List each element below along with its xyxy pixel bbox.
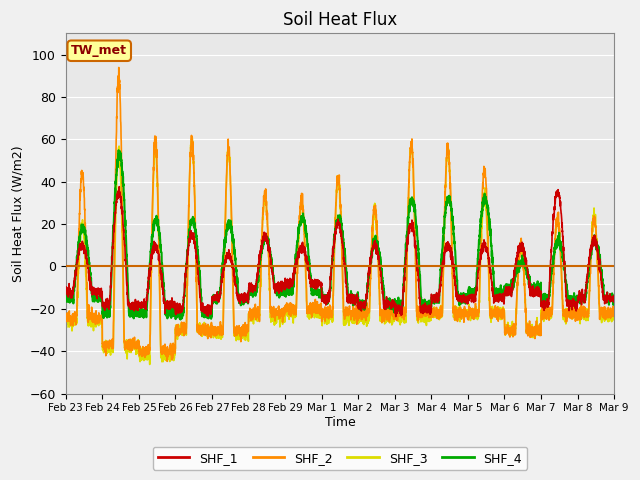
SHF_4 xyxy=(394,309,401,314)
Line: SHF_1: SHF_1 xyxy=(66,187,614,316)
SHF_4 xyxy=(559,251,566,256)
Line: SHF_4: SHF_4 xyxy=(66,150,614,320)
SHF_2 xyxy=(163,359,171,364)
SHF_4 xyxy=(610,292,618,298)
SHF_3 xyxy=(559,292,566,298)
SHF_3 xyxy=(215,329,223,335)
SHF_4 xyxy=(215,295,223,300)
SHF_4 xyxy=(62,297,70,303)
Legend: SHF_1, SHF_2, SHF_3, SHF_4: SHF_1, SHF_2, SHF_3, SHF_4 xyxy=(153,447,527,469)
SHF_3 xyxy=(611,315,618,321)
SHF_3 xyxy=(394,310,401,315)
SHF_2 xyxy=(115,65,123,71)
SHF_2 xyxy=(610,308,618,313)
SHF_1 xyxy=(180,300,188,306)
SHF_3 xyxy=(62,314,70,320)
SHF_1 xyxy=(62,289,70,295)
SHF_3 xyxy=(188,134,196,140)
SHF_2 xyxy=(403,242,411,248)
SHF_1 xyxy=(610,297,618,302)
SHF_1 xyxy=(403,237,411,243)
SHF_2 xyxy=(394,307,401,313)
SHF_1 xyxy=(115,184,123,190)
SHF_3 xyxy=(180,330,188,336)
Line: SHF_2: SHF_2 xyxy=(66,68,614,361)
SHF_4 xyxy=(180,308,188,314)
Y-axis label: Soil Heat Flux (W/m2): Soil Heat Flux (W/m2) xyxy=(11,145,24,282)
SHF_4 xyxy=(177,317,184,323)
SHF_2 xyxy=(180,331,188,336)
SHF_4 xyxy=(115,147,122,153)
SHF_1 xyxy=(215,296,223,302)
SHF_1 xyxy=(394,305,401,311)
SHF_2 xyxy=(215,324,223,330)
SHF_3 xyxy=(403,248,411,253)
Text: TW_met: TW_met xyxy=(71,44,127,57)
SHF_2 xyxy=(559,296,566,302)
SHF_3 xyxy=(146,361,154,367)
SHF_1 xyxy=(559,229,566,235)
X-axis label: Time: Time xyxy=(324,416,355,429)
SHF_2 xyxy=(611,310,618,315)
SHF_4 xyxy=(403,235,411,241)
SHF_2 xyxy=(62,319,70,324)
SHF_3 xyxy=(610,313,618,319)
Title: Soil Heat Flux: Soil Heat Flux xyxy=(283,11,397,29)
SHF_4 xyxy=(611,296,618,302)
SHF_1 xyxy=(392,313,399,319)
Line: SHF_3: SHF_3 xyxy=(66,137,614,364)
SHF_1 xyxy=(611,299,618,305)
